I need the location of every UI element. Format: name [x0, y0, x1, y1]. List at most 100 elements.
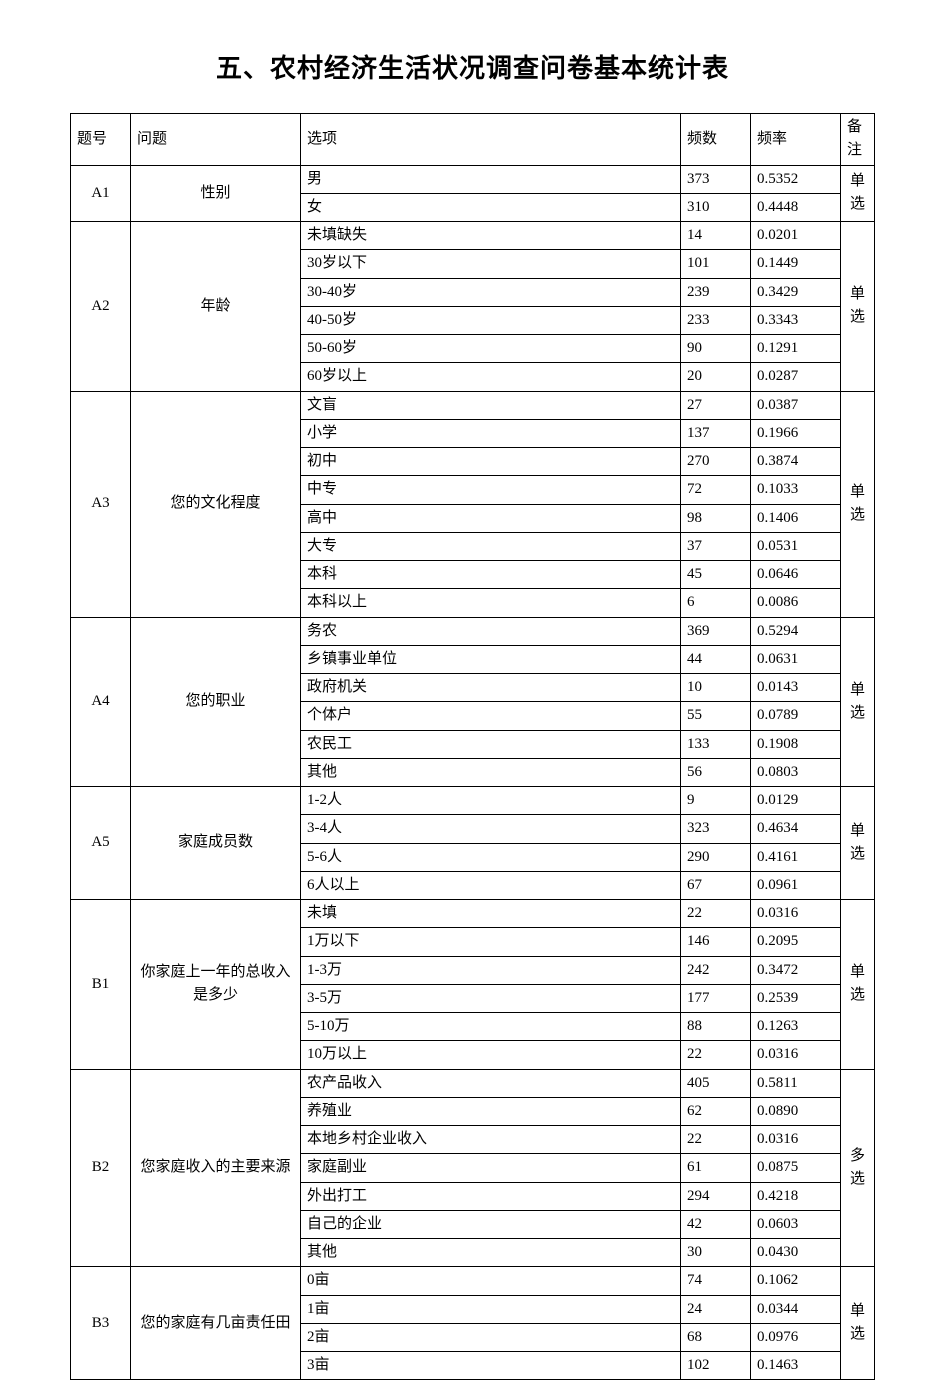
freq-cell: 44	[681, 645, 751, 673]
option-cell: 本科	[301, 561, 681, 589]
option-cell: 政府机关	[301, 674, 681, 702]
rate-cell: 0.3343	[751, 306, 841, 334]
note-char: 单	[847, 481, 868, 504]
freq-cell: 98	[681, 504, 751, 532]
freq-cell: 30	[681, 1239, 751, 1267]
page-title: 五、农村经济生活状况调查问卷基本统计表	[70, 48, 875, 85]
note-cell: 单选	[841, 391, 875, 617]
note-char: 选	[847, 702, 868, 725]
col-note-char2: 注	[847, 139, 868, 162]
note-char: 单	[847, 170, 868, 193]
freq-cell: 62	[681, 1097, 751, 1125]
survey-table: 题号 问题 选项 频数 频率 备 注 A1性别男3730.5352单选女3100…	[70, 113, 875, 1380]
note-cell: 单选	[841, 617, 875, 787]
note-char: 选	[847, 984, 868, 1007]
rate-cell: 0.4448	[751, 193, 841, 221]
freq-cell: 270	[681, 448, 751, 476]
option-cell: 5-6人	[301, 843, 681, 871]
rate-cell: 0.0086	[751, 589, 841, 617]
option-cell: 5-10万	[301, 1013, 681, 1041]
option-cell: 30-40岁	[301, 278, 681, 306]
option-cell: 农产品收入	[301, 1069, 681, 1097]
option-cell: 其他	[301, 758, 681, 786]
option-cell: 2亩	[301, 1323, 681, 1351]
page: 五、农村经济生活状况调查问卷基本统计表 题号 问题 选项 频数 频率 备 注 A…	[0, 0, 945, 1380]
rate-cell: 0.0201	[751, 222, 841, 250]
freq-cell: 42	[681, 1210, 751, 1238]
note-cell: 单选	[841, 1267, 875, 1380]
option-cell: 男	[301, 165, 681, 193]
option-cell: 农民工	[301, 730, 681, 758]
freq-cell: 74	[681, 1267, 751, 1295]
question-id: A5	[71, 787, 131, 900]
question-id: A4	[71, 617, 131, 787]
rate-cell: 0.0631	[751, 645, 841, 673]
option-cell: 大专	[301, 532, 681, 560]
question-id: B2	[71, 1069, 131, 1267]
col-rate: 频率	[751, 114, 841, 166]
freq-cell: 27	[681, 391, 751, 419]
option-cell: 3亩	[301, 1352, 681, 1380]
option-cell: 其他	[301, 1239, 681, 1267]
rate-cell: 0.1062	[751, 1267, 841, 1295]
rate-cell: 0.0789	[751, 702, 841, 730]
option-cell: 务农	[301, 617, 681, 645]
freq-cell: 101	[681, 250, 751, 278]
note-char: 选	[847, 193, 868, 216]
rate-cell: 0.1033	[751, 476, 841, 504]
freq-cell: 137	[681, 419, 751, 447]
rate-cell: 0.3874	[751, 448, 841, 476]
freq-cell: 9	[681, 787, 751, 815]
note-char: 单	[847, 283, 868, 306]
rate-cell: 0.0287	[751, 363, 841, 391]
rate-cell: 0.1263	[751, 1013, 841, 1041]
note-char: 单	[847, 961, 868, 984]
table-row: B3您的家庭有几亩责任田0亩740.1062单选	[71, 1267, 875, 1295]
note-char: 多	[847, 1145, 868, 1168]
table-row: A2年龄未填缺失140.0201单选	[71, 222, 875, 250]
freq-cell: 102	[681, 1352, 751, 1380]
option-cell: 10万以上	[301, 1041, 681, 1069]
question-text: 性别	[131, 165, 301, 222]
col-freq: 频数	[681, 114, 751, 166]
freq-cell: 369	[681, 617, 751, 645]
freq-cell: 68	[681, 1323, 751, 1351]
option-cell: 中专	[301, 476, 681, 504]
note-cell: 单选	[841, 787, 875, 900]
option-cell: 3-5万	[301, 984, 681, 1012]
rate-cell: 0.0316	[751, 1126, 841, 1154]
table-row: B1你家庭上一年的总收入是多少未填220.0316单选	[71, 900, 875, 928]
question-text: 您的文化程度	[131, 391, 301, 617]
freq-cell: 22	[681, 1041, 751, 1069]
option-cell: 小学	[301, 419, 681, 447]
freq-cell: 88	[681, 1013, 751, 1041]
freq-cell: 6	[681, 589, 751, 617]
rate-cell: 0.3472	[751, 956, 841, 984]
freq-cell: 310	[681, 193, 751, 221]
option-cell: 30岁以下	[301, 250, 681, 278]
rate-cell: 0.5294	[751, 617, 841, 645]
rate-cell: 0.0531	[751, 532, 841, 560]
rate-cell: 0.0143	[751, 674, 841, 702]
note-char: 选	[847, 306, 868, 329]
option-cell: 40-50岁	[301, 306, 681, 334]
option-cell: 文盲	[301, 391, 681, 419]
freq-cell: 56	[681, 758, 751, 786]
note-char: 选	[847, 504, 868, 527]
freq-cell: 405	[681, 1069, 751, 1097]
freq-cell: 61	[681, 1154, 751, 1182]
table-row: A3您的文化程度文盲270.0387单选	[71, 391, 875, 419]
freq-cell: 24	[681, 1295, 751, 1323]
rate-cell: 0.4634	[751, 815, 841, 843]
col-option: 选项	[301, 114, 681, 166]
option-cell: 1亩	[301, 1295, 681, 1323]
rate-cell: 0.1291	[751, 335, 841, 363]
option-cell: 高中	[301, 504, 681, 532]
question-text: 你家庭上一年的总收入是多少	[131, 900, 301, 1070]
table-row: A1性别男3730.5352单选	[71, 165, 875, 193]
note-char: 选	[847, 1323, 868, 1346]
rate-cell: 0.4161	[751, 843, 841, 871]
option-cell: 乡镇事业单位	[301, 645, 681, 673]
question-text: 家庭成员数	[131, 787, 301, 900]
freq-cell: 373	[681, 165, 751, 193]
